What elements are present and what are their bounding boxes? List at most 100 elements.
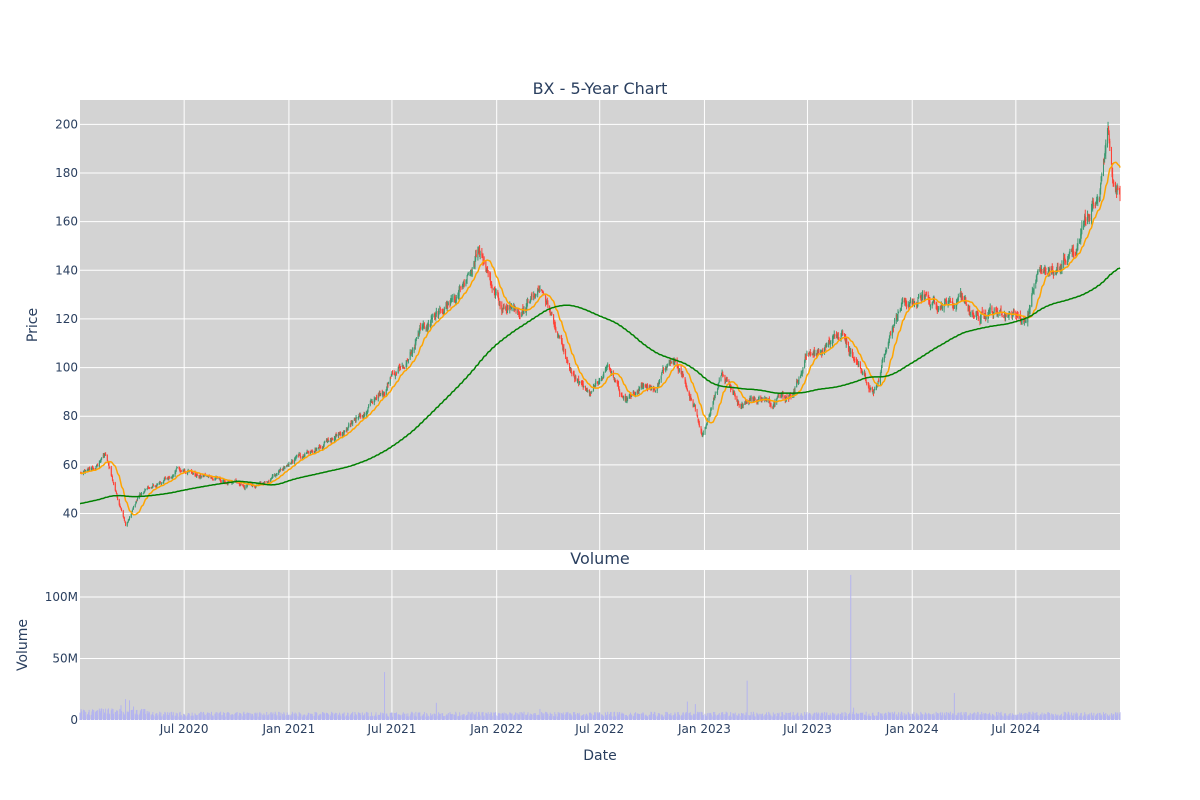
volume-bar — [1053, 715, 1055, 720]
volume-bar — [618, 712, 620, 720]
volume-bar — [353, 715, 355, 720]
volume-bar — [1103, 714, 1105, 720]
volume-bar — [957, 713, 959, 720]
volume-bar — [928, 713, 930, 720]
volume-bar — [1045, 714, 1047, 720]
volume-bar — [364, 713, 366, 720]
candlestick — [692, 399, 694, 408]
volume-bar — [279, 716, 281, 720]
candlestick — [386, 382, 388, 391]
volume-bar — [908, 715, 910, 720]
volume-bar — [382, 714, 384, 720]
candlestick — [678, 368, 680, 373]
candlestick — [1080, 228, 1082, 239]
volume-bar — [172, 714, 174, 720]
volume-bar — [712, 716, 714, 720]
candlestick — [1106, 127, 1108, 148]
candlestick — [1031, 293, 1033, 308]
volume-bar — [905, 713, 907, 720]
candlestick — [395, 371, 397, 376]
volume-bar — [983, 713, 985, 720]
volume-bar — [817, 713, 819, 720]
volume-bar — [1109, 714, 1111, 720]
volume-bar — [1083, 715, 1085, 720]
volume-bar — [331, 711, 333, 720]
candlestick — [340, 432, 342, 437]
candlestick — [108, 462, 110, 470]
volume-bar — [1027, 714, 1029, 720]
volume-bar — [1009, 713, 1011, 720]
candlestick — [578, 381, 580, 385]
candlestick — [769, 400, 771, 407]
volume-bar — [869, 716, 871, 720]
volume-bar — [637, 713, 639, 720]
volume-bar — [212, 715, 214, 720]
volume-bar — [984, 713, 986, 720]
candlestick — [339, 432, 341, 436]
volume-bar — [433, 713, 435, 720]
volume-bar — [1013, 714, 1015, 720]
volume-bar — [690, 715, 692, 720]
candlestick — [96, 464, 98, 468]
volume-bar — [180, 715, 182, 720]
volume-bar — [111, 708, 113, 720]
volume-bar — [899, 713, 901, 720]
volume-bar — [506, 715, 508, 720]
candlestick — [685, 379, 687, 387]
volume-bar — [649, 714, 651, 720]
volume-bar — [365, 712, 367, 720]
volume-bar — [674, 713, 676, 720]
volume-bar — [147, 713, 149, 720]
candlestick — [599, 377, 601, 384]
volume-bar — [109, 713, 111, 720]
candlestick — [291, 459, 293, 465]
volume-bar — [587, 716, 589, 720]
volume-bar — [395, 713, 397, 720]
volume-bar — [138, 715, 140, 720]
volume-bar — [510, 715, 512, 720]
volume-bar — [230, 715, 232, 720]
volume-bar — [961, 714, 963, 720]
candlestick — [458, 286, 460, 301]
volume-bar — [949, 711, 951, 720]
volume-bar — [418, 712, 420, 720]
candlestick — [1100, 182, 1102, 195]
volume-bar — [254, 713, 256, 720]
candlestick — [403, 367, 405, 370]
candlestick — [924, 293, 926, 300]
volume-bar — [172, 712, 174, 720]
candlestick — [491, 280, 493, 287]
volume-bar — [553, 716, 555, 720]
volume-bar — [171, 711, 173, 720]
volume-bar — [1024, 713, 1026, 720]
candlestick — [574, 376, 576, 383]
candlestick — [140, 493, 142, 496]
candlestick — [101, 457, 103, 461]
volume-bar — [429, 716, 431, 720]
volume-bar — [661, 715, 663, 720]
price-y-tick-label: 120 — [55, 312, 78, 326]
volume-bar — [467, 711, 469, 720]
volume-bar — [753, 713, 755, 720]
volume-bar — [1096, 714, 1098, 720]
candlestick — [720, 375, 722, 382]
candlestick — [698, 420, 700, 428]
volume-bar — [179, 712, 181, 720]
candlestick — [486, 266, 488, 274]
volume-bar — [1110, 713, 1112, 720]
volume-bar — [126, 711, 128, 720]
volume-bar — [184, 714, 186, 720]
volume-bar — [606, 714, 608, 720]
candlestick — [124, 520, 126, 523]
volume-bar — [156, 712, 158, 720]
volume-bar — [669, 714, 671, 720]
candlestick — [434, 313, 436, 320]
volume-bar — [442, 713, 444, 720]
volume-bar — [498, 712, 500, 720]
candlestick — [1095, 202, 1097, 209]
candlestick — [713, 395, 715, 401]
volume-bar — [437, 715, 439, 720]
volume-bar — [1091, 712, 1093, 720]
volume-bar — [244, 714, 246, 720]
volume-bar — [935, 711, 937, 720]
